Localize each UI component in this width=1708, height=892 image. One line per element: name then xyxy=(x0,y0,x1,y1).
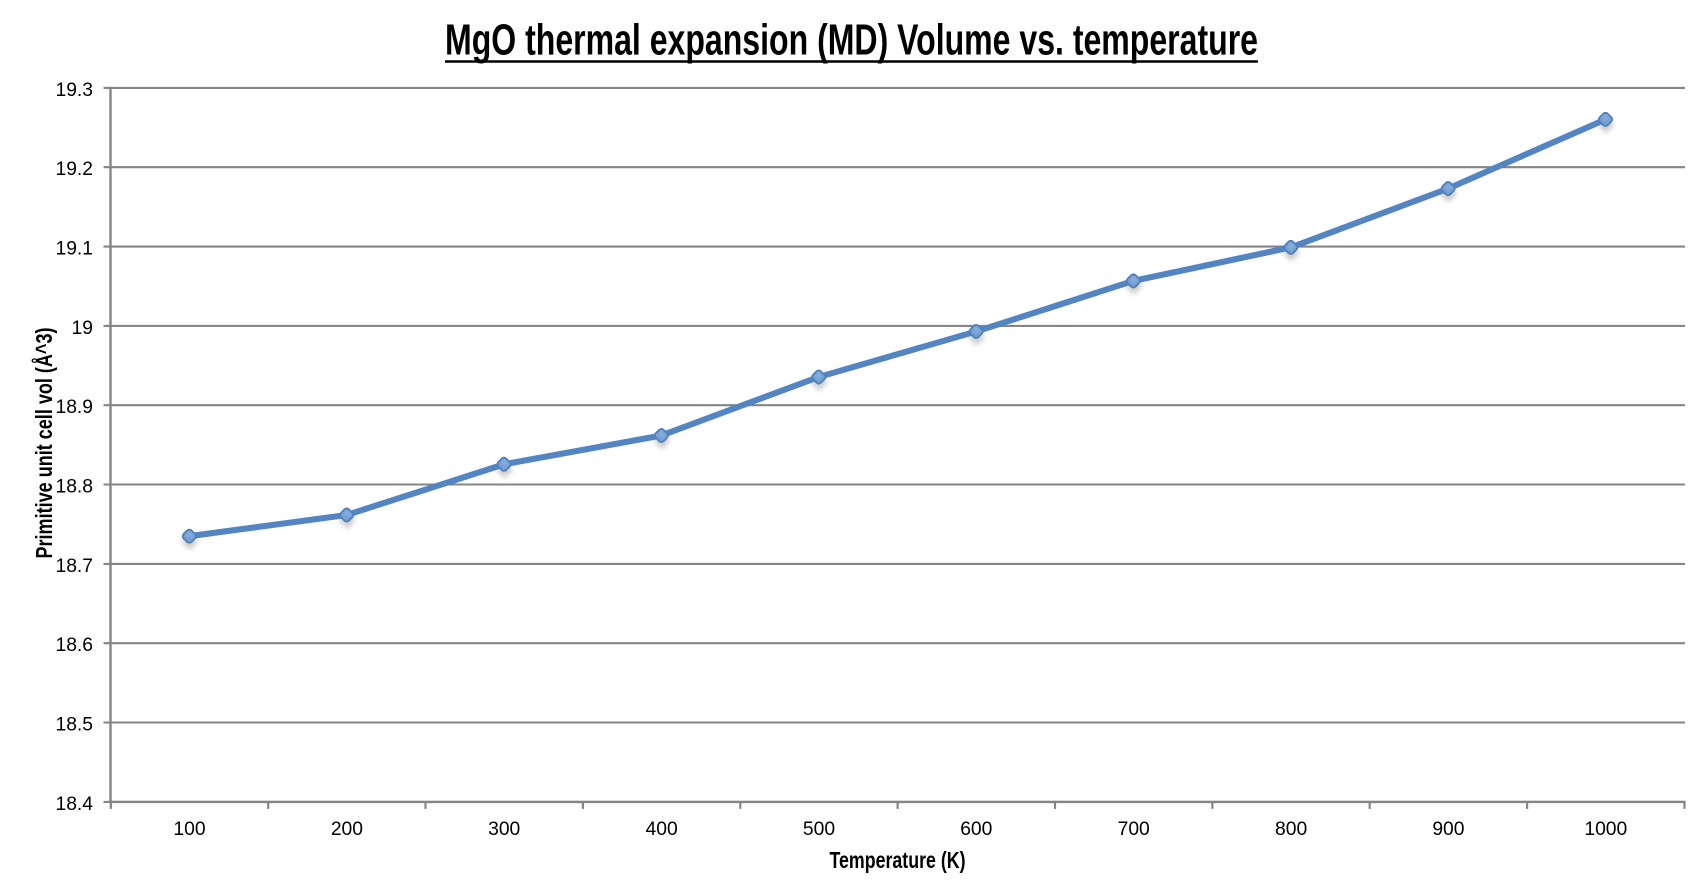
svg-text:18.5: 18.5 xyxy=(55,715,93,736)
svg-text:500: 500 xyxy=(803,819,835,840)
svg-text:100: 100 xyxy=(173,819,205,840)
svg-text:200: 200 xyxy=(331,819,363,840)
svg-text:1000: 1000 xyxy=(1584,819,1627,840)
svg-text:MgO thermal expansion (MD) Vol: MgO thermal expansion (MD) Volume vs. te… xyxy=(445,16,1258,65)
svg-text:800: 800 xyxy=(1275,819,1307,840)
svg-text:Temperature (K): Temperature (K) xyxy=(830,847,966,873)
svg-text:700: 700 xyxy=(1118,819,1150,840)
svg-text:Primitive unit cell vol (Å^3): Primitive unit cell vol (Å^3) xyxy=(30,328,57,559)
svg-text:600: 600 xyxy=(960,819,992,840)
svg-text:18.4: 18.4 xyxy=(55,794,93,815)
svg-text:400: 400 xyxy=(646,819,678,840)
svg-text:18.8: 18.8 xyxy=(55,477,93,498)
svg-text:19.1: 19.1 xyxy=(55,239,93,260)
svg-text:18.7: 18.7 xyxy=(55,556,93,577)
svg-text:19: 19 xyxy=(72,318,93,339)
svg-text:18.9: 18.9 xyxy=(55,397,93,418)
svg-text:900: 900 xyxy=(1432,819,1464,840)
svg-text:19.3: 19.3 xyxy=(55,80,93,101)
svg-text:19.2: 19.2 xyxy=(55,159,93,180)
svg-text:300: 300 xyxy=(488,819,520,840)
svg-text:18.6: 18.6 xyxy=(55,635,93,656)
